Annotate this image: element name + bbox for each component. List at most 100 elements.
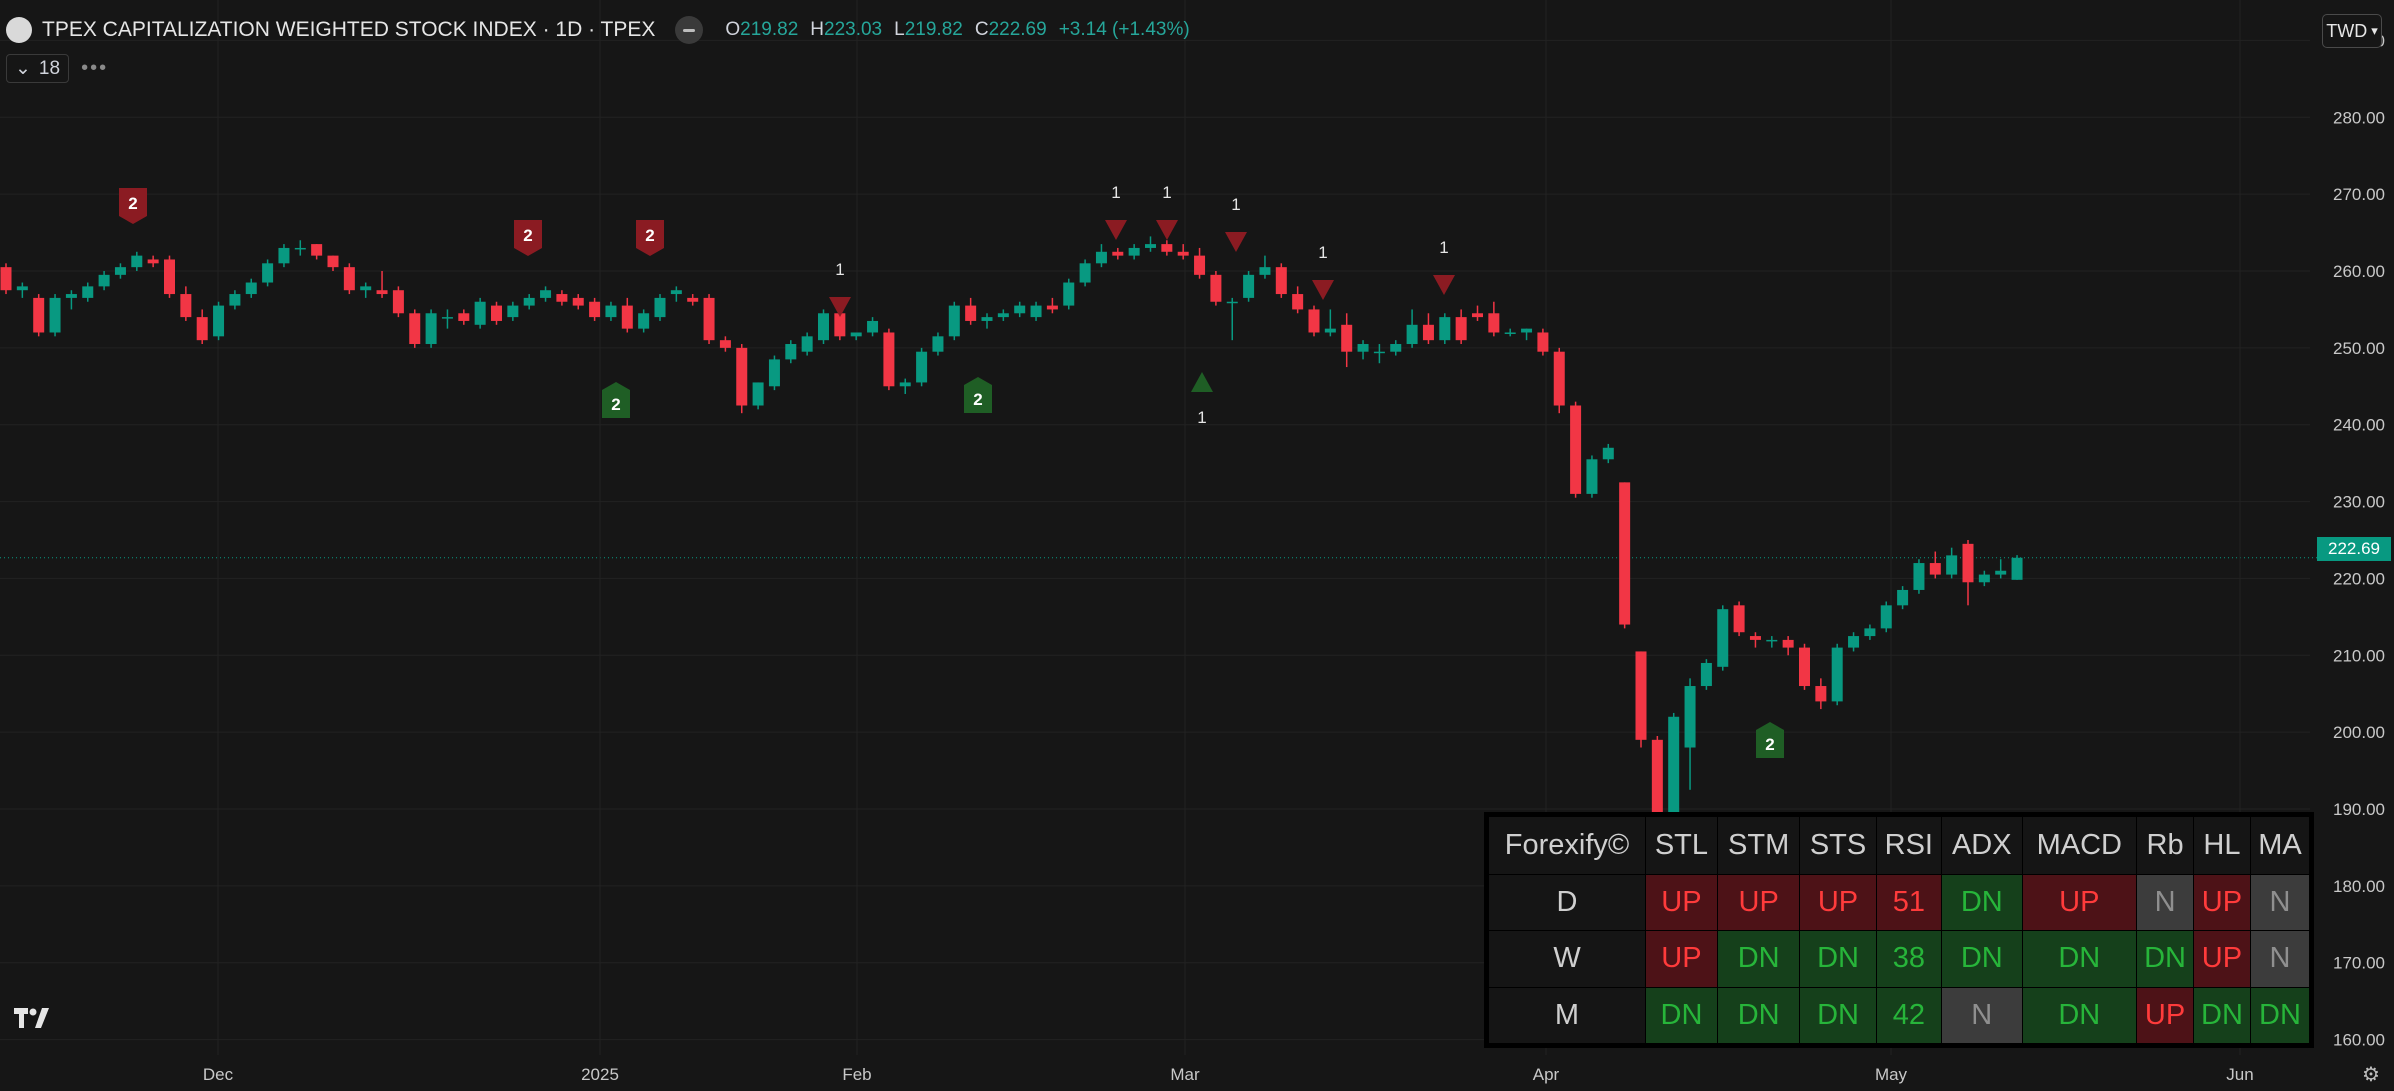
dashboard-header-row: Forexify© STL STM STS RSI ADX MACD Rb HL… <box>1488 816 2311 875</box>
chart-header: TPEX CAPITALIZATION WEIGHTED STOCK INDEX… <box>6 14 1190 46</box>
signal-cell: 51 <box>1875 873 1943 931</box>
candle <box>491 301 502 325</box>
candle <box>1079 259 1091 287</box>
signal-cell: 42 <box>1875 986 1943 1044</box>
candle <box>98 271 110 291</box>
signal-cell: UP <box>2021 873 2138 931</box>
signal-cell: UP <box>1645 873 1718 931</box>
candle <box>343 263 355 295</box>
candle <box>605 301 617 321</box>
col-header: Rb <box>2136 816 2194 875</box>
signal-cell: UP <box>2193 873 2251 931</box>
open-value: 219.82 <box>740 19 799 40</box>
timeframe-label: D <box>1488 873 1646 931</box>
price-tick-label: 160.00 <box>2333 1031 2385 1050</box>
candle <box>932 332 944 356</box>
candle <box>1406 309 1418 348</box>
candle <box>1995 559 2007 579</box>
candle <box>1177 244 1189 260</box>
candle <box>1766 636 1778 648</box>
price-tick-label: 190.00 <box>2333 800 2385 819</box>
price-tick-label: 220.00 <box>2333 569 2385 588</box>
signal-cell: DN <box>1799 986 1877 1044</box>
candle <box>867 317 879 337</box>
signal-cell: DN <box>2193 986 2251 1044</box>
price-tick-label: 240.00 <box>2333 416 2385 435</box>
signal-cell: N <box>2136 873 2194 931</box>
candle <box>147 255 159 268</box>
sell-signal-marker: 1 <box>1312 243 1334 300</box>
candle <box>360 282 372 298</box>
buy-signal-marker: 2 <box>964 377 992 413</box>
candle <box>1749 632 1761 648</box>
price-tick-label: 280.00 <box>2333 108 2385 127</box>
candle <box>1422 313 1434 345</box>
candle <box>1226 297 1238 341</box>
symbol-title[interactable]: TPEX CAPITALIZATION WEIGHTED STOCK INDEX… <box>42 18 656 41</box>
time-tick-label: Feb <box>842 1065 871 1084</box>
currency-select[interactable]: TWD ▾ <box>2322 14 2382 48</box>
candle <box>16 282 28 298</box>
hide-indicator-icon[interactable] <box>675 16 704 44</box>
candle <box>785 340 797 364</box>
price-axis[interactable]: 290.00280.00270.00260.00250.00240.00230.… <box>2333 31 2385 1049</box>
candle <box>1602 443 1614 464</box>
tradingview-logo[interactable] <box>14 1005 50 1037</box>
signal-cell: DN <box>1941 930 2023 988</box>
candle <box>1292 286 1304 314</box>
candle <box>589 297 601 321</box>
svg-text:2: 2 <box>645 226 654 245</box>
candle <box>1848 632 1860 652</box>
candle <box>441 309 453 329</box>
signal-cell: DN <box>2136 930 2194 988</box>
candle <box>327 255 339 271</box>
candle <box>965 297 977 325</box>
candle <box>1161 240 1173 256</box>
more-icon[interactable]: ••• <box>81 57 109 79</box>
candle <box>1978 570 1990 587</box>
candle <box>180 286 192 321</box>
price-tick-label: 200.00 <box>2333 723 2385 742</box>
candle <box>654 294 666 321</box>
candle <box>1357 340 1369 360</box>
settings-icon[interactable]: ⚙ <box>2362 1064 2380 1086</box>
candle <box>1553 347 1565 414</box>
candle <box>1275 263 1287 298</box>
buy-signal-marker: 2 <box>602 382 630 418</box>
col-header: STL <box>1645 816 1718 875</box>
candle <box>687 294 699 306</box>
candle <box>1095 244 1107 268</box>
signal-cell: N <box>2249 930 2311 988</box>
candle <box>425 309 437 348</box>
candle <box>474 297 486 329</box>
candle <box>752 382 764 410</box>
candle <box>507 301 519 321</box>
candle <box>1046 297 1058 314</box>
candle <box>82 282 94 302</box>
indicators-collapse-button[interactable]: ⌄ 18 <box>6 54 70 83</box>
candle <box>33 294 45 337</box>
signal-cell: UP <box>1645 930 1718 988</box>
time-axis[interactable]: Dec 2025 Feb Mar Apr May Jun <box>203 1065 2254 1084</box>
svg-text:2: 2 <box>128 194 137 213</box>
indicator-toggle-row: ⌄ 18 ••• <box>6 54 108 83</box>
svg-text:1: 1 <box>835 260 844 279</box>
candle <box>638 309 650 333</box>
signal-cell: DN <box>1799 930 1877 988</box>
candle <box>1210 271 1222 306</box>
candle <box>1831 643 1843 706</box>
signal-cell: UP <box>2136 986 2194 1044</box>
candle <box>1929 551 1941 579</box>
price-tick-label: 230.00 <box>2333 493 2385 512</box>
symbol-logo[interactable] <box>6 17 32 43</box>
candle <box>883 328 895 391</box>
candle <box>1864 624 1876 640</box>
candle <box>1815 678 1827 710</box>
candle <box>1586 455 1598 498</box>
candle <box>1128 244 1140 260</box>
candle <box>801 332 813 356</box>
candle <box>458 309 470 325</box>
sell-signal-marker: 1 <box>1105 183 1127 240</box>
candle <box>1504 328 1516 337</box>
signal-cell: DN <box>2249 986 2311 1044</box>
